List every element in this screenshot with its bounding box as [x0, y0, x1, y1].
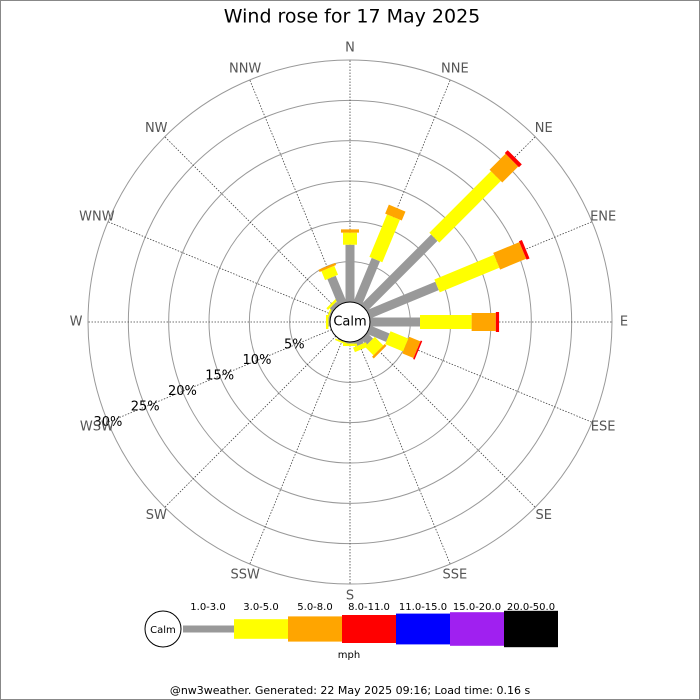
- footer: @nw3weather. Generated: 22 May 2025 09:1…: [170, 684, 531, 697]
- grid-ring: [168, 140, 532, 504]
- spoke: [249, 79, 343, 304]
- grid-ring: [87, 59, 613, 585]
- spoke: [164, 335, 337, 508]
- bar-segment: [318, 262, 337, 272]
- direction-label: N: [345, 41, 355, 56]
- bar-segment: [329, 301, 340, 312]
- direction-label: NE: [535, 121, 553, 136]
- bar-segment: [429, 171, 501, 243]
- legend-swatch: [450, 612, 504, 646]
- bar-segment: [372, 344, 387, 359]
- legend-label: 11.0-15.0: [399, 602, 447, 613]
- spoke: [363, 335, 536, 508]
- direction-label: SW: [146, 508, 167, 523]
- bar-segment: [326, 298, 338, 310]
- calm-circle: [329, 301, 371, 343]
- legend-label: 15.0-20.0: [453, 602, 501, 613]
- legend-label: 20.0-50.0: [507, 602, 555, 613]
- r-tick-label: 5%: [284, 338, 305, 353]
- direction-label: E: [620, 315, 628, 330]
- bar-segment: [369, 214, 400, 263]
- bar-segment: [434, 254, 500, 293]
- bar-segment: [353, 342, 368, 353]
- legend-label: 3.0-5.0: [243, 602, 278, 613]
- spoke: [107, 221, 332, 315]
- direction-label: SSE: [442, 568, 467, 583]
- legend-calm-circle: [144, 610, 182, 648]
- legend-swatch: [396, 613, 450, 645]
- legend-label: 1.0-3.0: [190, 602, 225, 613]
- bar-segment: [489, 153, 519, 183]
- r-tick-label: 15%: [205, 368, 234, 383]
- bar-segment: [366, 281, 439, 319]
- bar-segment: [493, 242, 527, 270]
- calm-label: Calm: [333, 315, 366, 330]
- legend-label: 5.0-8.0: [297, 602, 332, 613]
- legend: Calm mph 1.0-3.0 3.0-5.0 5.0-8.0 8.0-11.0 11…: [144, 602, 558, 661]
- legend-swatch: [342, 615, 396, 643]
- spoke: [357, 340, 451, 565]
- bar-segment: [360, 332, 374, 346]
- direction-label: NW: [145, 121, 168, 136]
- bar-segment: [385, 331, 409, 352]
- bar-segment: [353, 257, 381, 306]
- bar-segment: [360, 234, 438, 312]
- legend-swatch: [288, 616, 342, 642]
- bar-segment: [402, 336, 421, 359]
- direction-label: ESE: [591, 419, 616, 434]
- r-tick-label: 20%: [168, 384, 197, 399]
- r-tick-label: 10%: [243, 353, 272, 368]
- bar-segment: [385, 204, 406, 221]
- direction-label: ENE: [590, 210, 616, 225]
- spoke: [164, 136, 337, 309]
- chart-title: Wind rose for 17 May 2025: [224, 6, 481, 28]
- spoke: [249, 340, 343, 565]
- r-tick-label: 25%: [131, 399, 160, 414]
- bar-segment: [327, 275, 347, 306]
- r-tick-label: 30%: [93, 415, 122, 430]
- spoke: [107, 329, 332, 423]
- bar-segment: [321, 265, 339, 281]
- legend-swatch: [234, 619, 288, 639]
- bar-segment: [366, 325, 390, 342]
- labels: 5% 10% 15% 20% 25% 30% N NNE NE ENE E ESE SE SSE S SSW S…: [70, 41, 629, 604]
- direction-label: W: [70, 315, 83, 330]
- bar-segment: [325, 306, 333, 321]
- bar-segment: [518, 239, 530, 260]
- direction-label: S: [346, 589, 354, 604]
- legend-calm-label: Calm: [150, 625, 176, 636]
- direction-label: WNW: [79, 210, 115, 225]
- bars: [318, 150, 530, 360]
- direction-label: SE: [536, 508, 552, 523]
- legend-swatch: [504, 610, 558, 648]
- direction-label: NNW: [229, 61, 261, 76]
- direction-label: SSW: [230, 568, 260, 583]
- direction-label: NNE: [441, 61, 469, 76]
- bar-segment: [413, 340, 423, 360]
- direction-label: WSW: [80, 419, 114, 434]
- bar-segment: [353, 338, 364, 347]
- legend-label: 8.0-11.0: [348, 602, 390, 613]
- bar-segment: [504, 150, 522, 168]
- bar-segment: [364, 336, 384, 356]
- bar-segment: [334, 338, 349, 346]
- unit-label: mph: [338, 650, 360, 661]
